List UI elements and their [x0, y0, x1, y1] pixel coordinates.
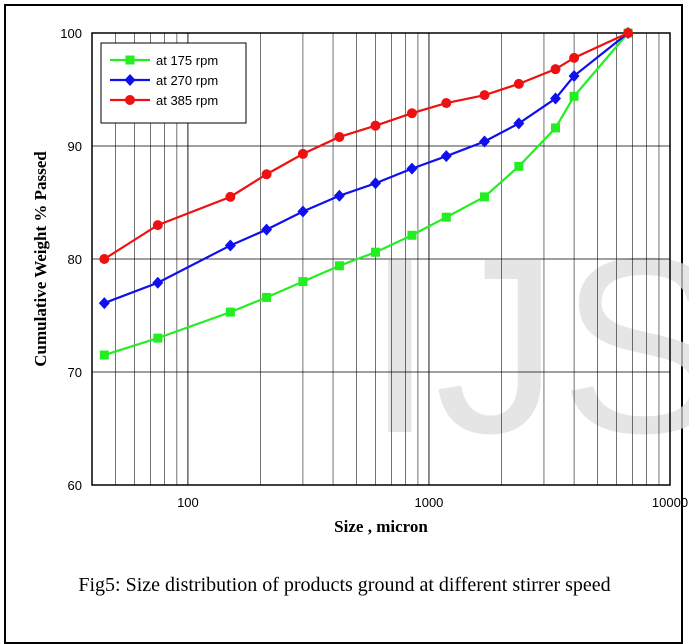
data-point [225, 307, 235, 317]
plot-area [91, 32, 671, 486]
figure-caption: Fig5: Size distribution of products grou… [78, 574, 611, 596]
watermark: IJS [365, 206, 689, 485]
chart: IJS 60 70 80 90 100 100 1000 10000 Size , micro… [31, 26, 689, 536]
data-point [370, 120, 381, 131]
data-point [297, 148, 308, 159]
data-point [569, 91, 579, 101]
data-point [125, 55, 135, 65]
series-line [103, 32, 629, 260]
data-point [406, 108, 417, 119]
data-point [261, 169, 272, 180]
x-tick-label: 1000 [414, 495, 443, 510]
y-tick-label: 70 [68, 365, 82, 380]
data-point [99, 350, 109, 360]
data-point [551, 123, 561, 133]
data-point [261, 223, 273, 236]
data-point [407, 230, 417, 240]
legend-label: at 175 rpm [156, 53, 218, 68]
legend-item: at 385 rpm [110, 93, 218, 108]
data-point [124, 74, 136, 86]
data-point [370, 247, 380, 257]
tick-labels: 60 70 80 90 100 100 1000 10000 [60, 26, 688, 510]
y-tick-label: 80 [68, 252, 82, 267]
series-layer [98, 27, 634, 360]
data-point [513, 78, 524, 89]
y-tick-label: 60 [68, 478, 82, 493]
data-point [440, 150, 452, 163]
y-axis-title: Cumulative Weight % Passed [31, 151, 50, 367]
data-point [334, 131, 345, 142]
data-point [334, 261, 344, 271]
data-point [550, 64, 561, 75]
data-point [297, 205, 309, 218]
data-point [623, 28, 634, 38]
data-point [224, 239, 236, 252]
data-point [262, 292, 272, 302]
y-tick-label: 90 [68, 139, 82, 154]
x-tick-label: 100 [177, 495, 199, 510]
legend-box [100, 42, 247, 124]
data-point [479, 90, 490, 101]
legend-item: at 270 rpm [110, 73, 218, 88]
data-point [152, 220, 163, 231]
legend-item: at 175 rpm [110, 53, 218, 68]
y-tick-label: 100 [60, 26, 82, 41]
data-point [569, 52, 580, 63]
data-point [514, 161, 524, 171]
data-point [513, 117, 525, 130]
legend-label: at 385 rpm [156, 93, 218, 108]
data-point [152, 276, 164, 289]
data-point [98, 297, 110, 310]
data-point [568, 69, 580, 82]
data-point [125, 95, 135, 105]
data-point [99, 254, 110, 264]
data-point [550, 92, 562, 105]
x-axis-title: Size , micron [334, 517, 428, 536]
data-point [333, 189, 345, 202]
series-line [103, 32, 629, 305]
series-line [103, 32, 629, 357]
data-point [225, 191, 236, 202]
series-3 [99, 28, 634, 264]
data-point [153, 333, 163, 343]
x-tick-label: 10000 [652, 495, 688, 510]
data-point [479, 135, 491, 148]
data-point [298, 277, 308, 287]
legend: at 175 rpm at 270 rpm at 385 rpm [100, 42, 247, 124]
data-point [406, 162, 418, 175]
data-point [441, 212, 451, 222]
data-point [441, 98, 452, 109]
data-point [480, 192, 490, 202]
data-point [369, 177, 381, 190]
legend-label: at 270 rpm [156, 73, 218, 88]
